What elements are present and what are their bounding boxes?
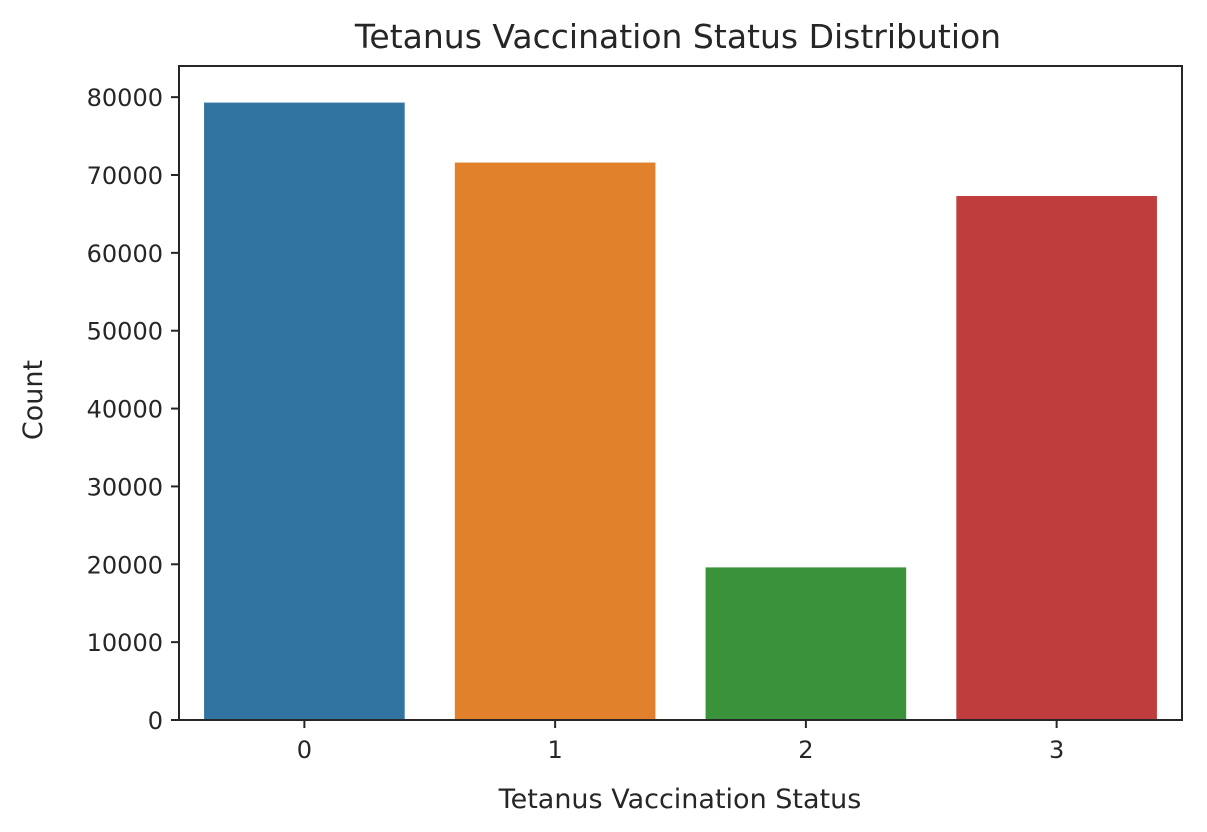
bar-1 [454,162,656,721]
x-tick-label: 3 [1049,736,1064,764]
x-axis: 0 1 2 3 [297,720,1064,764]
bar-2 [705,567,907,720]
bars-layer [204,102,1157,721]
x-tick-label: 2 [798,736,813,764]
bar-0 [204,102,405,721]
y-tick-label: 50000 [87,318,163,346]
y-tick-label: 70000 [87,162,163,190]
y-tick-label: 20000 [87,551,163,579]
bar-3 [956,196,1157,720]
x-tick-label: 0 [297,736,312,764]
y-tick-label: 30000 [87,473,163,501]
y-tick-label: 80000 [87,84,163,112]
x-tick-label: 1 [547,736,562,764]
y-axis: 0 10000 20000 30000 40000 50000 60000 70000 8000… [87,84,179,735]
y-tick-label: 40000 [87,396,163,424]
x-axis-label: Tetanus Vaccination Status [498,784,862,815]
y-axis-label: Count [18,360,49,440]
plot-frame [178,65,1183,721]
chart-title: Tetanus Vaccination Status Distribution [354,17,1001,56]
y-tick-label: 10000 [87,629,163,657]
y-tick-label: 60000 [87,240,163,268]
y-tick-label: 0 [148,707,163,735]
